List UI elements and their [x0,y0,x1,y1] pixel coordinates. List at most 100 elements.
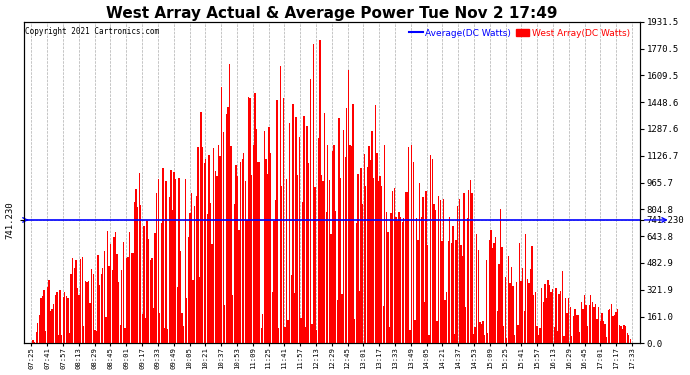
Bar [270,153,271,344]
Bar [459,199,460,344]
Bar [547,280,549,344]
Bar [218,145,219,344]
Bar [299,136,300,344]
Bar [40,298,41,344]
Bar [359,291,360,344]
Bar [354,319,355,344]
Bar [612,316,613,344]
Bar [161,223,162,344]
Bar [535,292,536,344]
Bar [566,312,568,344]
Bar [335,211,336,344]
Bar [183,326,184,344]
Bar [546,298,547,344]
Bar [606,336,607,344]
Bar [471,194,473,344]
Bar [112,270,113,344]
Bar [284,327,286,344]
Bar [168,197,170,344]
Bar [241,159,243,344]
Bar [518,326,519,344]
Bar [115,232,116,344]
Bar [625,326,627,344]
Bar [272,292,273,344]
Bar [316,330,317,344]
Bar [193,280,194,344]
Bar [189,213,190,344]
Bar [286,179,287,344]
Bar [106,317,107,344]
Bar [596,319,598,344]
Bar [355,223,357,344]
Bar [475,327,476,344]
Bar [256,129,257,344]
Bar [219,156,221,344]
Bar [574,309,575,344]
Bar [541,288,542,344]
Bar [251,175,253,344]
Bar [440,200,441,344]
Bar [386,212,387,344]
Bar [159,313,161,344]
Bar [108,266,110,344]
Bar [370,160,371,344]
Bar [381,186,382,344]
Bar [34,342,35,344]
Bar [430,155,431,344]
Bar [595,304,596,344]
Bar [438,196,440,344]
Bar [215,171,216,344]
Bar [391,213,392,344]
Bar [267,174,268,344]
Bar [63,297,64,344]
Bar [578,315,579,344]
Bar [290,275,292,344]
Bar [229,64,230,344]
Bar [152,308,154,344]
Bar [224,304,226,344]
Bar [175,179,177,344]
Bar [61,336,62,344]
Bar [344,157,346,344]
Legend: Average(DC Watts), West Array(DC Watts): Average(DC Watts), West Array(DC Watts) [406,25,633,41]
Bar [482,321,484,344]
Bar [531,246,533,344]
Bar [162,168,164,344]
Bar [382,306,384,344]
Bar [262,314,264,344]
Bar [601,313,602,344]
Bar [85,280,86,344]
Bar [346,108,348,344]
Bar [238,231,239,344]
Bar [268,126,270,344]
Bar [43,290,45,344]
Bar [186,298,188,344]
Bar [384,145,386,344]
Bar [351,146,352,344]
Bar [533,295,535,344]
Bar [509,284,511,344]
Bar [622,329,623,344]
Bar [544,284,546,344]
Bar [83,326,84,344]
Bar [502,248,503,344]
Bar [232,295,233,344]
Bar [64,292,66,344]
Bar [449,217,451,344]
Bar [264,131,265,344]
Bar [427,245,428,344]
Bar [304,116,305,344]
Bar [484,335,485,344]
Bar [371,131,373,344]
Bar [564,298,566,344]
Bar [248,97,249,344]
Bar [389,327,391,344]
Bar [273,221,275,344]
Bar [32,340,34,344]
Bar [428,335,430,344]
Bar [205,159,206,344]
Bar [462,256,463,344]
Bar [313,44,314,344]
Bar [164,328,165,344]
Bar [75,260,77,344]
